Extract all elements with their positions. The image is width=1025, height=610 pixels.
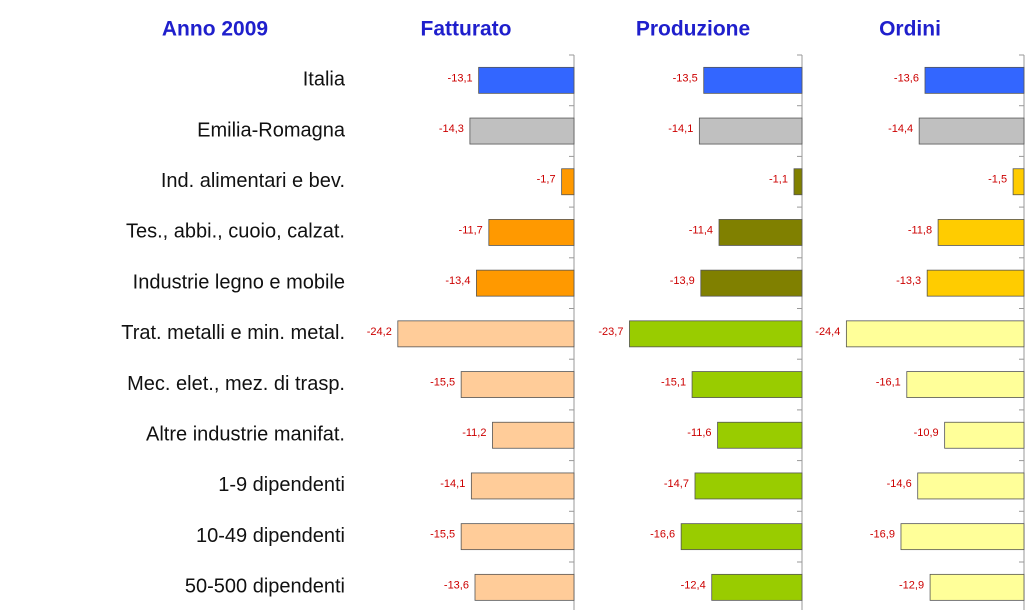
bar	[470, 472, 575, 500]
bar	[918, 117, 1025, 145]
value-label: -13,6	[894, 72, 919, 84]
value-label: -12,4	[681, 579, 706, 591]
panel-title: Produzione	[636, 18, 750, 41]
value-label: -1,1	[769, 174, 788, 186]
value-label: -11,8	[908, 224, 932, 236]
bar	[680, 523, 803, 551]
value-label: -11,4	[689, 224, 713, 236]
chart-title: Anno 2009	[162, 18, 268, 41]
bar	[1012, 168, 1025, 196]
bar	[703, 66, 803, 94]
bar	[929, 573, 1025, 601]
category-label: Emilia-Romagna	[197, 119, 346, 141]
category-label: Ind. alimentari e bev.	[161, 170, 345, 192]
value-label: -14,4	[888, 123, 913, 135]
value-label: -13,4	[445, 275, 470, 287]
bar	[845, 320, 1025, 348]
bar	[717, 421, 803, 449]
bar	[906, 371, 1025, 398]
bar	[924, 66, 1025, 94]
value-label: -15,1	[661, 376, 686, 388]
bar	[793, 168, 803, 196]
bar	[937, 219, 1025, 246]
category-label: 10-49 dipendenti	[196, 525, 345, 547]
bar	[691, 371, 803, 398]
bar	[488, 219, 575, 246]
value-label: -13,9	[670, 275, 695, 287]
value-label: -13,1	[448, 72, 473, 84]
value-label: -16,6	[650, 529, 675, 541]
bar	[561, 168, 575, 196]
bar	[476, 269, 575, 297]
category-label: Italia	[303, 69, 346, 91]
value-label: -15,5	[430, 529, 455, 541]
value-label: -12,9	[899, 579, 924, 591]
category-label: Trat. metalli e min. metal.	[121, 322, 345, 344]
bar	[469, 117, 575, 145]
category-label: Mec. elet., mez. di trasp.	[127, 373, 345, 395]
bar	[694, 472, 803, 500]
value-label: -15,5	[430, 376, 455, 388]
category-label: Altre industrie manifat.	[146, 424, 345, 446]
value-label: -13,3	[896, 275, 921, 287]
value-label: -11,6	[687, 427, 711, 439]
value-label: -14,1	[440, 478, 465, 490]
value-label: -14,1	[668, 123, 693, 135]
bar	[474, 573, 575, 601]
value-label: -16,9	[870, 529, 895, 541]
bar	[629, 320, 803, 348]
bar	[460, 523, 575, 551]
value-label: -23,7	[598, 326, 623, 338]
value-label: -10,9	[914, 427, 939, 439]
category-label: 50-500 dipendenti	[185, 576, 345, 598]
value-label: -14,3	[439, 123, 464, 135]
bar	[926, 269, 1025, 297]
panel-title: Fatturato	[421, 18, 512, 41]
bar	[492, 421, 575, 449]
bar	[397, 320, 575, 348]
bar	[478, 66, 575, 94]
bar	[460, 371, 575, 398]
bar	[944, 421, 1025, 449]
value-label: -24,4	[815, 326, 840, 338]
category-label: 1-9 dipendenti	[218, 474, 345, 496]
panel-title: Ordini	[879, 18, 941, 41]
bar	[711, 573, 803, 601]
value-label: -1,7	[537, 174, 556, 186]
category-label: Industrie legno e mobile	[133, 271, 345, 293]
value-label: -14,7	[664, 478, 689, 490]
value-label: -13,5	[673, 72, 698, 84]
bar	[718, 219, 803, 246]
bar	[698, 117, 803, 145]
bar	[917, 472, 1025, 500]
value-label: -1,5	[988, 174, 1007, 186]
value-label: -14,6	[887, 478, 912, 490]
value-label: -11,7	[459, 224, 483, 236]
value-label: -24,2	[367, 326, 392, 338]
value-label: -11,2	[462, 427, 486, 439]
category-label: Tes., abbi., cuoio, calzat.	[126, 221, 345, 243]
bar	[700, 269, 803, 297]
bar	[900, 523, 1025, 551]
value-label: -13,6	[444, 579, 469, 591]
value-label: -16,1	[876, 376, 901, 388]
